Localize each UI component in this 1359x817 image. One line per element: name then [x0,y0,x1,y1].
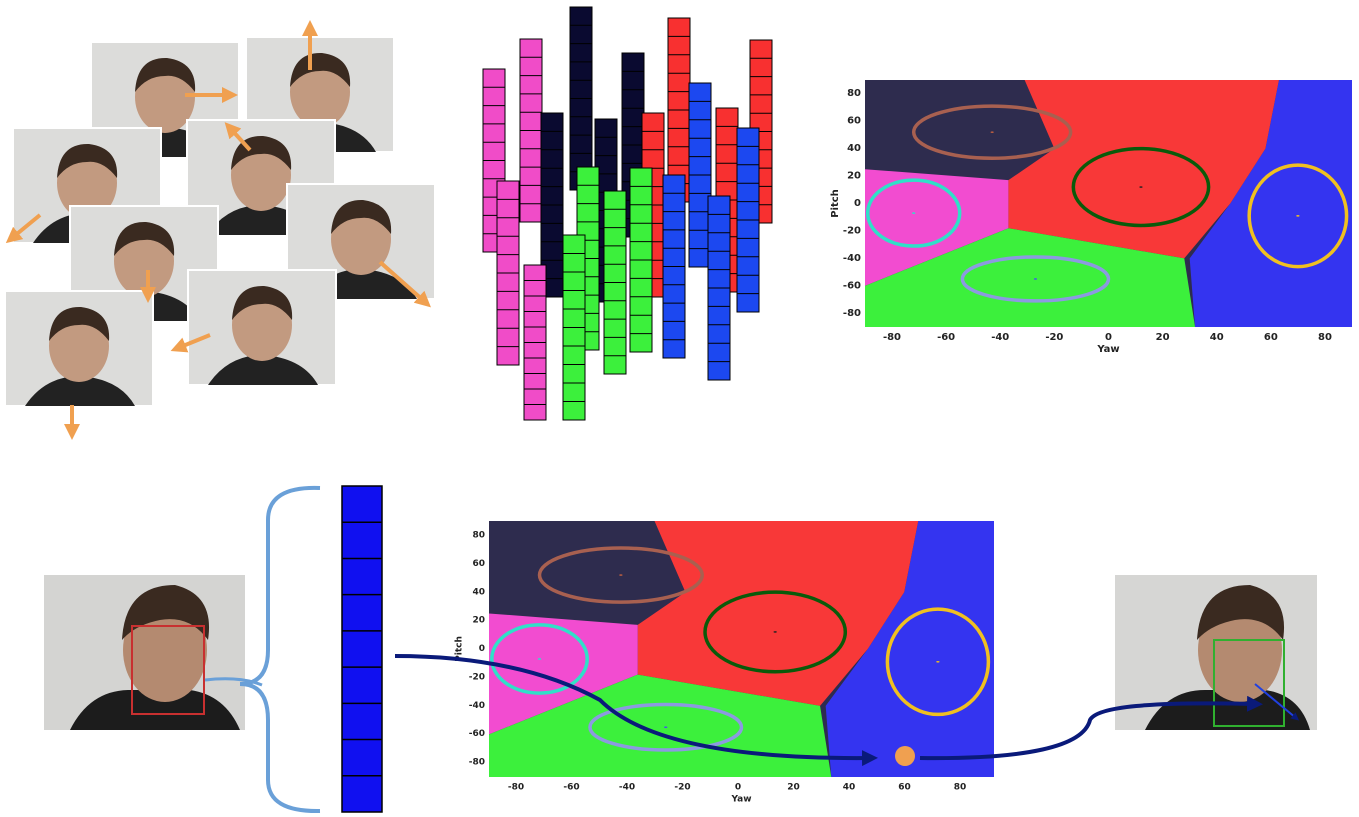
pose-cluster [914,106,1071,158]
y-tick-label: -80 [843,308,861,319]
cluster-center [936,660,940,663]
flow-arrow [919,695,1263,761]
cluster-center [664,726,668,729]
x-tick-label: -80 [508,783,524,793]
pose-region [637,521,919,706]
x-axis-label: Yaw [1096,344,1119,355]
x-axis-label: Yaw [730,795,751,805]
x-tick-label: -60 [937,332,955,343]
pose-region [489,613,638,735]
x-tick-label: 60 [898,783,911,793]
pose-cluster [590,704,742,750]
y-tick-label: 20 [847,171,861,182]
face-hair [290,52,351,87]
face-body [208,355,318,385]
x-tick-label: -40 [991,332,1009,343]
pose-plot: -80 -60 -40 -20 0 20 40 60 80 80 60 40 20 0 -20 -40 -60 -… [455,521,994,805]
cluster-center [990,131,994,133]
estimated-pose [895,746,915,766]
face-hair [114,221,175,256]
x-tick-label: 40 [843,783,856,793]
bracket [239,485,321,814]
pose-cluster [492,625,587,693]
face-body [25,376,135,406]
y-tick-label: 40 [847,143,861,154]
pose-arrow [224,122,252,152]
y-tick-label: 0 [854,198,861,209]
y-tick-label: 80 [472,531,485,541]
x-tick-label: -20 [674,783,690,793]
pose-cluster [1249,165,1346,267]
vector [341,485,383,813]
x-tick-label: 0 [735,783,741,793]
y-tick-label: -80 [469,758,485,768]
face-hair [135,57,196,92]
y-tick-label: 20 [472,616,485,626]
pose-cluster [1073,149,1208,226]
y-tick-label: 0 [479,644,485,654]
y-tick-label: 60 [847,116,861,127]
y-tick-label: -20 [843,226,861,237]
cluster-center [1139,186,1143,188]
pose-region [865,228,1196,327]
x-tick-label: -20 [1045,332,1063,343]
input-face [44,575,245,730]
x-tick-label: -80 [883,332,901,343]
face-hair [331,199,392,234]
y-tick-label: -60 [469,729,485,739]
cluster-center [773,631,777,633]
plot-area [489,521,994,777]
face-hair [57,143,118,178]
pose-cluster [540,548,703,602]
pose-arrow [378,260,431,308]
x-tick-label: -60 [563,783,579,793]
pose-cluster [887,609,988,714]
pose-cluster [962,257,1108,301]
cluster-center [912,212,916,214]
face-collage [4,20,436,440]
cluster-center [619,574,623,576]
connector [204,677,263,687]
y-tick-label: 40 [472,587,485,597]
x-tick-label: 60 [1264,332,1278,343]
cluster-center [537,658,542,660]
cluster-center [1033,278,1038,280]
pose-arrow [170,333,211,353]
pose-plot: -80 -60 -40 -20 0 20 40 60 80 80 60 40 20 0 -20 -40 -60 -… [830,80,1352,355]
y-axis-label: Pitch [455,636,465,662]
pose-arrow [5,213,42,244]
y-axis-label: Pitch [830,189,841,218]
pose-region [865,169,1009,286]
x-tick-label: 80 [954,783,967,793]
y-tick-label: -60 [843,281,861,292]
x-tick-label: 20 [787,783,800,793]
pose-region [1008,80,1279,259]
x-tick-label: 80 [1318,332,1332,343]
face-hair [232,285,293,320]
x-tick-label: 0 [1105,332,1112,343]
x-tick-label: 20 [1156,332,1170,343]
x-tick-label: -40 [619,783,635,793]
y-tick-label: 60 [472,559,485,569]
y-tick-label: 80 [847,88,861,99]
feature-columns [482,6,773,421]
y-tick-label: -40 [843,253,861,264]
flow-arrow [394,654,878,767]
feature-vector [341,485,383,813]
x-tick-label: 40 [1210,332,1224,343]
pose-cluster [868,180,960,246]
face-hair [49,306,110,341]
y-tick-label: -40 [469,701,485,711]
pose-cluster [705,592,845,672]
cluster-center [1296,215,1300,217]
y-tick-label: -20 [469,672,485,682]
plot-area [865,80,1352,327]
